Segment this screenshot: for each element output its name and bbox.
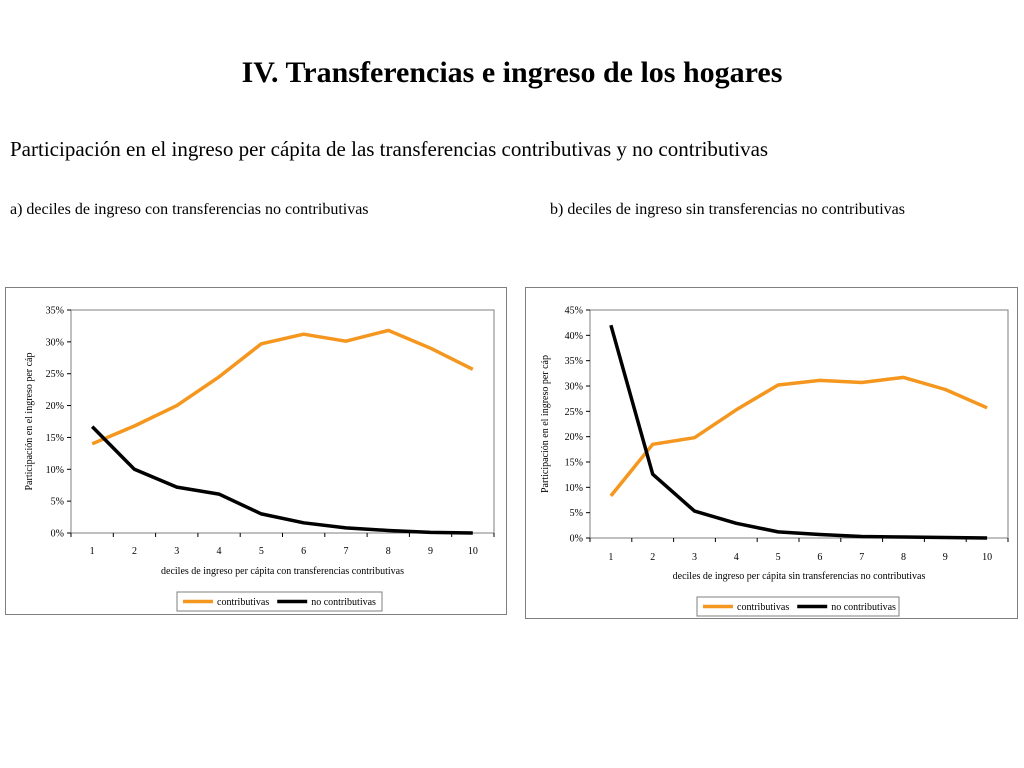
x-axis-title: deciles de ingreso per cápita sin transf…: [673, 571, 926, 582]
chart-a-caption: a) deciles de ingreso con transferencias…: [10, 201, 369, 218]
legend-label-no-contributivas: no contributivas: [831, 602, 896, 613]
x-tick-label: 6: [817, 552, 822, 563]
y-tick-label: 35%: [46, 306, 64, 317]
chart-b-caption: b) deciles de ingreso sin transferencias…: [550, 201, 905, 218]
x-tick-label: 8: [386, 546, 391, 557]
x-tick-label: 1: [90, 546, 95, 557]
y-tick-label: 40%: [565, 331, 583, 342]
x-tick-label: 7: [859, 552, 864, 563]
legend-label-contributivas: contributivas: [737, 602, 789, 613]
x-tick-label: 3: [174, 546, 179, 557]
y-tick-label: 25%: [565, 407, 583, 418]
x-tick-label: 3: [692, 552, 697, 563]
x-tick-label: 10: [982, 552, 992, 563]
y-tick-label: 25%: [46, 369, 64, 380]
y-tick-label: 30%: [46, 337, 64, 348]
y-tick-label: 10%: [565, 483, 583, 494]
x-tick-label: 7: [343, 546, 348, 557]
y-tick-label: 20%: [46, 401, 64, 412]
x-tick-label: 9: [428, 546, 433, 557]
y-axis-title: Participación en el ingreso per cáp: [540, 355, 551, 493]
chart-b: 0% 5% 10% 15% 20% 25% 30% 35% 40% 45% 1 2 3 4 5 6 7 8 9 10 d…: [540, 306, 1009, 617]
plot-area: [589, 309, 1009, 539]
plot-area: [70, 309, 495, 534]
x-tick-label: 2: [650, 552, 655, 563]
x-tick-label: 10: [468, 546, 478, 557]
y-tick-label: 15%: [565, 458, 583, 469]
y-tick-label: 10%: [46, 465, 64, 476]
x-tick-label: 9: [943, 552, 948, 563]
legend-label-contributivas: contributivas: [217, 597, 269, 608]
x-axis-title: deciles de ingreso per cápita con transf…: [161, 566, 404, 577]
y-tick-label: 0%: [51, 529, 64, 540]
chart-a: 0% 5% 10% 15% 20% 25% 30% 35% 1 2 3 4 5 6 7 8 9 10 deciles…: [24, 306, 495, 612]
x-tick-label: 2: [132, 546, 137, 557]
y-tick-label: 15%: [46, 433, 64, 444]
x-tick-label: 8: [901, 552, 906, 563]
series-line-contributivas: [609, 375, 988, 498]
x-tick-label: 4: [734, 552, 739, 563]
legend-label-no-contributivas: no contributivas: [311, 597, 376, 608]
series-line-contributivas: [91, 328, 474, 446]
chart-b-frame: 0% 5% 10% 15% 20% 25% 30% 35% 40% 45% 1 2 3 4 5 6 7 8 9 10 d…: [525, 287, 1018, 619]
y-tick-label: 35%: [565, 356, 583, 367]
x-tick-label: 4: [217, 546, 222, 557]
y-tick-label: 5%: [570, 508, 583, 519]
y-tick-label: 30%: [565, 382, 583, 393]
x-tick-label: 5: [259, 546, 264, 557]
y-tick-label: 5%: [51, 497, 64, 508]
y-tick-label: 0%: [570, 534, 583, 545]
slide-subtitle: Participación en el ingreso per cápita d…: [10, 137, 769, 161]
y-tick-label: 45%: [565, 306, 583, 317]
series-line-no-contributivas: [90, 425, 473, 535]
x-tick-label: 1: [608, 552, 613, 563]
y-tick-label: 20%: [565, 432, 583, 443]
chart-a-frame: 0% 5% 10% 15% 20% 25% 30% 35% 1 2 3 4 5 6 7 8 9 10 deciles…: [5, 287, 507, 615]
series-line-no-contributivas: [609, 324, 988, 540]
x-tick-label: 5: [776, 552, 781, 563]
x-tick-label: 6: [301, 546, 306, 557]
slide-title: IV. Transferencias e ingreso de los hoga…: [241, 56, 783, 89]
y-axis-title: Participación en el ingreso per cáp: [24, 353, 35, 491]
